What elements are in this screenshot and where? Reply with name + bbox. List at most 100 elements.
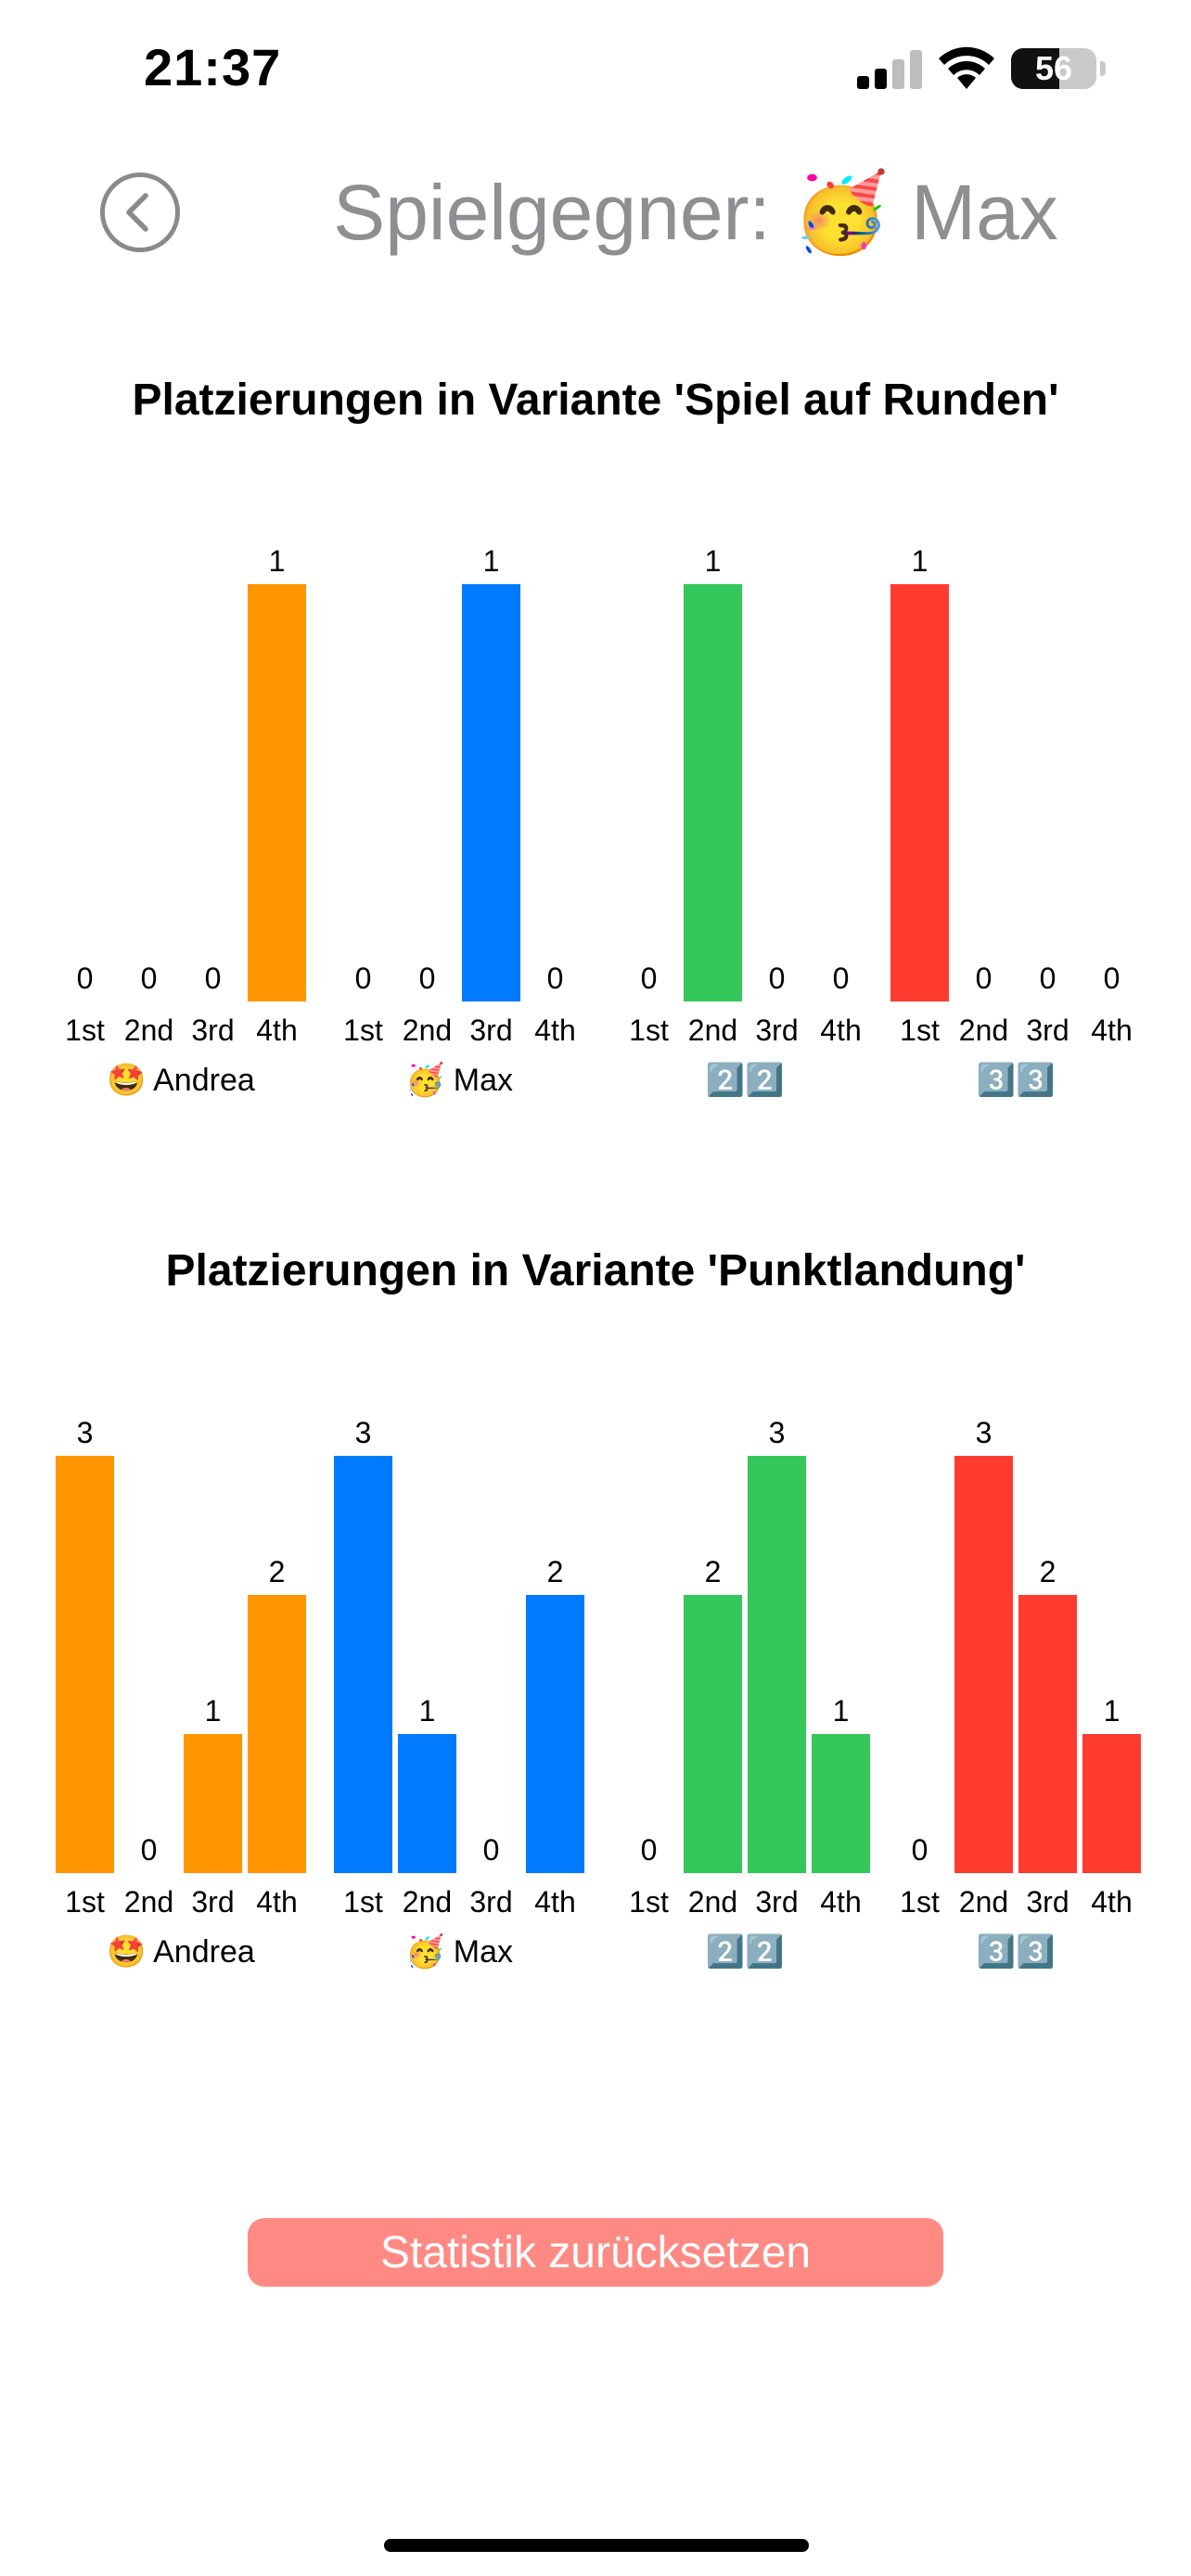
tick-label: 1st <box>900 1885 940 1919</box>
tick-label: 2nd <box>959 1885 1008 1919</box>
battery-icon: 56 <box>1011 48 1096 89</box>
tick-label: 2nd <box>403 1014 452 1047</box>
home-indicator <box>384 2539 809 2552</box>
bar-value-label: 0 <box>1104 962 1121 995</box>
tick-label: 4th <box>534 1885 575 1919</box>
tick-label: 2nd <box>959 1014 1008 1047</box>
bar-value-label: 0 <box>641 1833 658 1867</box>
tick-label: 4th <box>256 1014 297 1047</box>
wifi-icon <box>939 46 994 89</box>
bar-2nd <box>684 584 742 1001</box>
bar-value-label: 0 <box>641 962 658 995</box>
bar-3rd <box>184 1734 242 1873</box>
bar-value-label: 0 <box>769 962 786 995</box>
bar-value-label: 1 <box>483 544 500 578</box>
bar-value-label: 3 <box>77 1416 94 1449</box>
bar-value-label: 0 <box>1040 962 1057 995</box>
tick-label: 2nd <box>403 1885 452 1919</box>
tick-label: 3rd <box>469 1885 512 1919</box>
tick-label: 3rd <box>755 1014 798 1047</box>
status-time: 21:37 <box>144 38 282 96</box>
bar-value-label: 1 <box>1104 1694 1121 1728</box>
tick-label: 4th <box>820 1014 861 1047</box>
bar-3rd <box>462 584 520 1001</box>
tick-label: 4th <box>534 1014 575 1047</box>
bar-value-label: 1 <box>205 1694 222 1728</box>
chevron-left-icon <box>126 193 148 232</box>
tick-label: 1st <box>900 1014 940 1047</box>
tick-label: 2nd <box>688 1885 737 1919</box>
signal-bar <box>857 76 869 89</box>
battery-tip <box>1100 61 1106 76</box>
bar-3rd <box>748 1456 806 1873</box>
reset-statistics-button[interactable]: Statistik zurücksetzen <box>248 2218 943 2287</box>
bar-1st <box>334 1456 392 1873</box>
series-label: 3️⃣3️⃣ <box>977 1933 1056 1970</box>
tick-label: 3rd <box>1026 1014 1069 1047</box>
series-label: 🥳 Max <box>405 1061 513 1098</box>
bar-4th <box>812 1734 870 1873</box>
tick-label: 3rd <box>191 1885 234 1919</box>
bar-value-label: 1 <box>833 1694 850 1728</box>
tick-label: 4th <box>1091 1014 1132 1047</box>
tick-label: 1st <box>629 1014 669 1047</box>
bar-4th <box>248 584 306 1001</box>
tick-label: 2nd <box>124 1014 173 1047</box>
bar-value-label: 0 <box>976 962 992 995</box>
bar-value-label: 3 <box>769 1416 786 1449</box>
bar-value-label: 0 <box>419 962 436 995</box>
bar-1st <box>890 584 949 1001</box>
tick-label: 4th <box>1091 1885 1132 1919</box>
back-button[interactable] <box>100 172 180 252</box>
tick-label: 1st <box>629 1885 669 1919</box>
bar-value-label: 0 <box>547 962 564 995</box>
bar-value-label: 0 <box>205 962 222 995</box>
signal-bar <box>910 50 922 89</box>
bar-value-label: 0 <box>141 962 158 995</box>
bar-value-label: 1 <box>912 544 928 578</box>
bar-value-label: 3 <box>976 1416 992 1449</box>
status-bar: 21:37 56 <box>0 0 1191 139</box>
tick-label: 4th <box>256 1885 297 1919</box>
bar-value-label: 2 <box>1040 1555 1057 1588</box>
series-label: 2️⃣2️⃣ <box>706 1062 785 1098</box>
bar-value-label: 1 <box>269 544 286 578</box>
tick-label: 1st <box>65 1014 105 1047</box>
series-label: 🤩 Andrea <box>107 1934 255 1970</box>
chart-title-runden: Platzierungen in Variante 'Spiel auf Run… <box>132 376 1059 425</box>
bar-2nd <box>398 1734 456 1873</box>
tick-label: 1st <box>343 1014 383 1047</box>
bar-1st <box>56 1456 114 1873</box>
bar-4th <box>248 1595 306 1873</box>
series-label: 2️⃣2️⃣ <box>706 1933 785 1970</box>
bar-value-label: 2 <box>269 1555 286 1588</box>
bar-2nd <box>954 1456 1013 1873</box>
tick-label: 2nd <box>688 1014 737 1047</box>
tick-label: 1st <box>343 1885 383 1919</box>
tick-label: 3rd <box>1026 1885 1069 1919</box>
bar-4th <box>526 1595 584 1873</box>
series-label: 🥳 Max <box>405 1932 513 1970</box>
battery-percent: 56 <box>1034 49 1073 87</box>
bar-value-label: 0 <box>77 962 94 995</box>
tick-label: 3rd <box>469 1014 512 1047</box>
bar-value-label: 0 <box>141 1833 158 1867</box>
page-title: Spielgegner: 🥳 Max <box>333 169 1058 256</box>
bar-value-label: 0 <box>483 1833 500 1867</box>
cellular-signal-icon <box>857 48 924 89</box>
bar-2nd <box>684 1595 742 1873</box>
tick-label: 4th <box>820 1885 861 1919</box>
bar-value-label: 0 <box>833 962 850 995</box>
tick-label: 2nd <box>124 1885 173 1919</box>
bar-value-label: 3 <box>355 1416 372 1449</box>
bar-value-label: 2 <box>547 1555 564 1588</box>
bar-4th <box>1082 1734 1141 1873</box>
bar-value-label: 2 <box>705 1555 722 1588</box>
series-label: 3️⃣3️⃣ <box>977 1062 1056 1098</box>
tick-label: 1st <box>65 1885 105 1919</box>
bar-value-label: 0 <box>912 1833 928 1867</box>
chart-title-punktlandung: Platzierungen in Variante 'Punktlandung' <box>165 1246 1026 1295</box>
tick-label: 3rd <box>191 1014 234 1047</box>
